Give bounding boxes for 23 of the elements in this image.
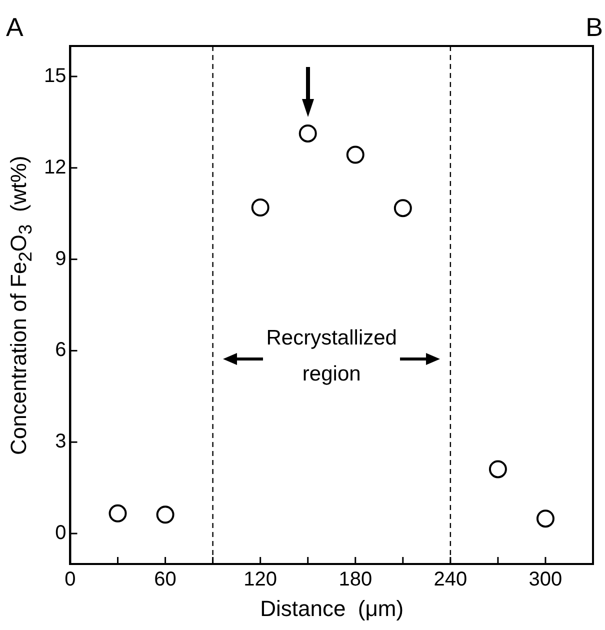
point [108,504,127,522]
point [536,510,554,528]
point [488,460,507,478]
point [394,199,412,218]
point [346,146,364,164]
point [251,198,270,216]
point [156,506,174,524]
y-tick-label: 12 [44,156,66,178]
x-tick-label: 300 [528,568,562,591]
y-tick-label: 15 [44,64,66,87]
point [298,124,317,142]
text: B [586,12,603,42]
x-tick-label: 180 [338,568,372,591]
y-tick-label: 0 [55,522,66,544]
y-tick-label: 3 [55,430,66,453]
text: A [6,12,24,42]
annotation: Recrystallized region [266,326,397,386]
y-tick-label: 9 [55,248,66,270]
x-tick-label: 120 [244,568,278,591]
x-axis-title: Distance (μm) [260,596,404,622]
x-tick-label: 240 [434,568,468,591]
y-tick-label: 6 [55,339,66,362]
x-tick-label: 60 [154,568,176,591]
